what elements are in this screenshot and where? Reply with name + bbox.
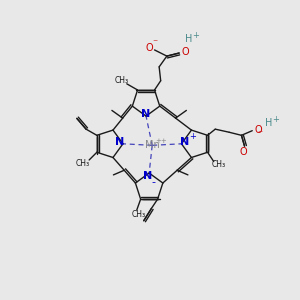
- Text: CH₃: CH₃: [76, 159, 90, 168]
- Text: CH₃: CH₃: [131, 210, 146, 219]
- Text: H: H: [266, 118, 273, 128]
- Text: +: +: [192, 31, 199, 40]
- Text: +: +: [189, 132, 196, 141]
- Text: N: N: [115, 137, 124, 147]
- Text: ⁻: ⁻: [257, 130, 262, 140]
- Text: O: O: [182, 47, 189, 57]
- Text: N: N: [143, 171, 152, 181]
- Text: O: O: [145, 43, 153, 52]
- Text: +: +: [272, 115, 279, 124]
- Text: O: O: [240, 147, 247, 157]
- Text: N: N: [180, 137, 189, 147]
- Text: CH₃: CH₃: [115, 76, 129, 85]
- Text: N: N: [141, 109, 151, 119]
- Text: Mn: Mn: [145, 140, 160, 150]
- Text: ++: ++: [155, 139, 167, 145]
- Text: H: H: [185, 34, 192, 44]
- Text: CH₃: CH₃: [211, 160, 225, 169]
- Text: ⁻: ⁻: [153, 38, 158, 48]
- Text: O: O: [255, 125, 262, 135]
- Text: -: -: [151, 177, 155, 187]
